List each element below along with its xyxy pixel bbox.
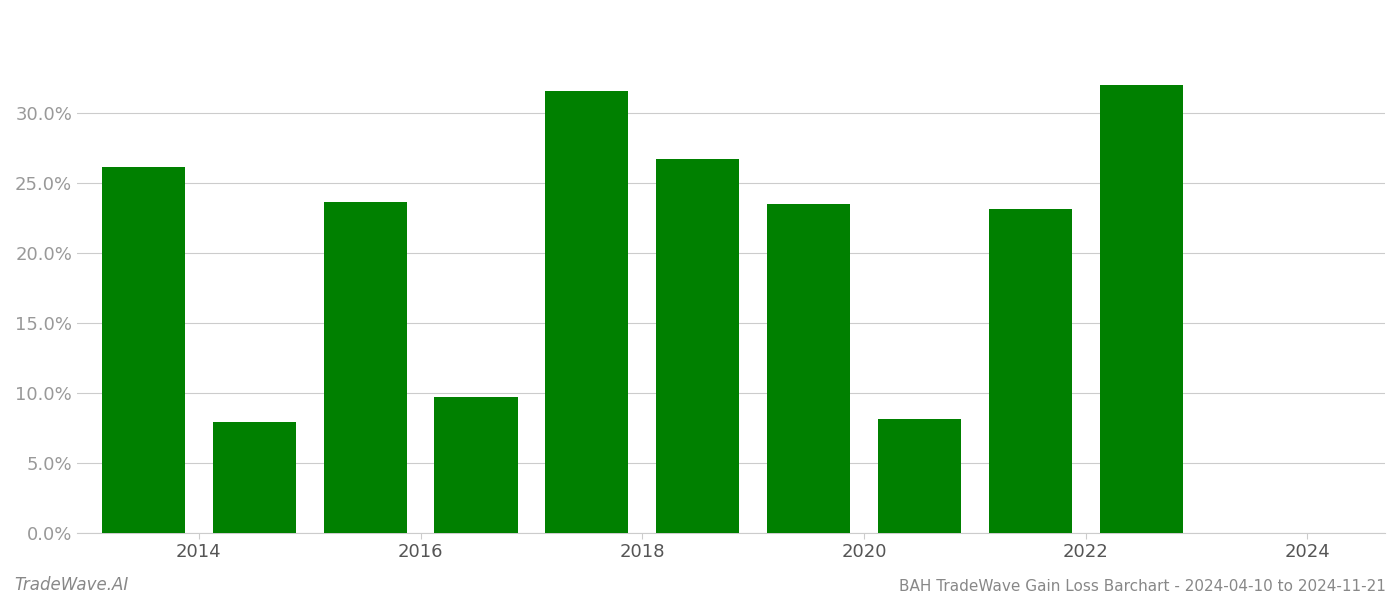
Bar xyxy=(434,397,518,533)
Bar xyxy=(1099,85,1183,533)
Text: BAH TradeWave Gain Loss Barchart - 2024-04-10 to 2024-11-21: BAH TradeWave Gain Loss Barchart - 2024-… xyxy=(899,579,1386,594)
Bar xyxy=(213,422,295,533)
Bar xyxy=(546,91,629,533)
Bar xyxy=(767,204,850,533)
Bar xyxy=(657,159,739,533)
Bar xyxy=(988,209,1072,533)
Text: TradeWave.AI: TradeWave.AI xyxy=(14,576,129,594)
Bar xyxy=(102,167,185,533)
Bar xyxy=(878,419,960,533)
Bar xyxy=(323,202,407,533)
